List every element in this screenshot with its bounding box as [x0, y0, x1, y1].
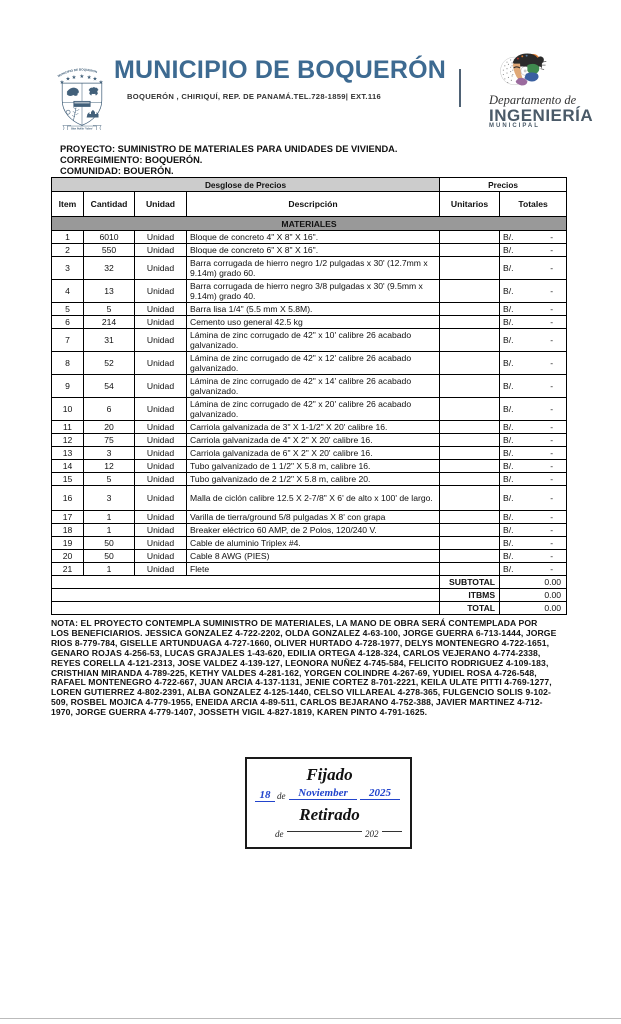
svg-text:★: ★ — [66, 76, 71, 82]
svg-text:★: ★ — [71, 75, 76, 81]
svg-text:MUNICIPIO DE BOQUERON: MUNICIPIO DE BOQUERON — [57, 68, 98, 79]
svg-text:★: ★ — [79, 74, 84, 80]
svg-text:Bien Publio 'Valore': Bien Publio 'Valore' — [70, 128, 93, 130]
svg-text:★: ★ — [93, 76, 98, 82]
svg-text:★: ★ — [87, 75, 92, 81]
